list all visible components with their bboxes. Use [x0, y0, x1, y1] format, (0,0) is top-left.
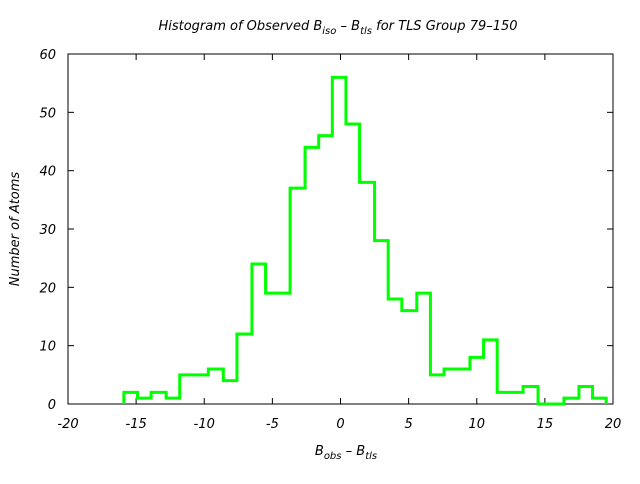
histogram-bin: [402, 311, 417, 404]
histogram-bin: [319, 136, 333, 404]
x-tick-label: -20: [57, 417, 78, 432]
chart-title: Histogram of Observed Biso – Btls for TL…: [158, 19, 517, 37]
chart-title-sub-tls: tls: [360, 26, 372, 37]
histogram-bin: [375, 241, 389, 404]
x-tick-label: 0: [336, 417, 344, 432]
histogram-series-line: [122, 75, 608, 406]
histogram-bin: [305, 147, 319, 404]
histogram-bin: [593, 398, 607, 404]
histogram-bin: [497, 392, 523, 404]
histogram-bin: [166, 398, 180, 404]
y-tick-label: 50: [39, 106, 56, 121]
tick-labels-layer: -20 -15 -10 -5 0 5 10 15 20 0 10 20 30 40 50 60: [39, 48, 621, 432]
y-axis-label: Number of Atoms: [8, 172, 23, 287]
histogram-bin: [444, 369, 470, 404]
x-axis-label: Bobs – Btls: [315, 444, 377, 462]
histogram-bin: [470, 357, 484, 404]
histogram-bin: [151, 392, 166, 404]
histogram-bin: [208, 369, 223, 404]
histogram-bin: [360, 182, 375, 404]
histogram-bin: [223, 381, 237, 404]
histogram-bin: [180, 375, 209, 404]
chart-title-sub-iso: iso: [322, 26, 336, 37]
x-axis-label-sub-obs: obs: [324, 451, 342, 462]
histogram-bin: [523, 387, 538, 405]
histogram-bin: [252, 264, 266, 404]
y-tick-label: 10: [39, 340, 56, 355]
histogram-bin: [417, 293, 431, 404]
chart-title-prefix: Histogram of Observed B: [158, 19, 322, 34]
ticks-layer: [67, 53, 614, 405]
x-axis-label-sub-tls: tls: [365, 451, 377, 462]
y-tick-label: 20: [39, 281, 56, 296]
histogram-bin: [266, 293, 291, 404]
histogram-bin: [430, 375, 444, 404]
x-tick-label: 5: [404, 417, 412, 432]
histogram-bin: [332, 77, 346, 404]
x-tick-label: -5: [266, 417, 279, 432]
histogram-bin: [484, 340, 498, 404]
y-tick-label: 40: [39, 165, 56, 180]
x-axis-label-b1: B: [315, 444, 324, 459]
histogram-bins-layer: [124, 77, 606, 404]
y-tick-label: 60: [39, 48, 56, 63]
y-tick-label: 0: [48, 398, 56, 413]
chart-title-middle: – B: [336, 19, 360, 34]
histogram-bin: [579, 387, 593, 405]
histogram-bin: [237, 334, 252, 404]
x-tick-label: -15: [126, 417, 147, 432]
histogram-bin: [124, 392, 138, 404]
x-tick-label: 20: [605, 417, 622, 432]
histogram-bin: [346, 124, 360, 404]
x-tick-label: -10: [194, 417, 215, 432]
chart-title-suffix: for TLS Group 79–150: [372, 19, 518, 34]
x-tick-label: 10: [468, 417, 485, 432]
x-tick-label: 15: [537, 417, 554, 432]
histogram-bin: [388, 299, 402, 404]
histogram-bin: [137, 398, 151, 404]
y-tick-label: 30: [39, 223, 56, 238]
x-axis-label-b2: – B: [342, 444, 366, 459]
histogram-bin: [290, 188, 305, 404]
histogram-bin: [564, 398, 579, 404]
